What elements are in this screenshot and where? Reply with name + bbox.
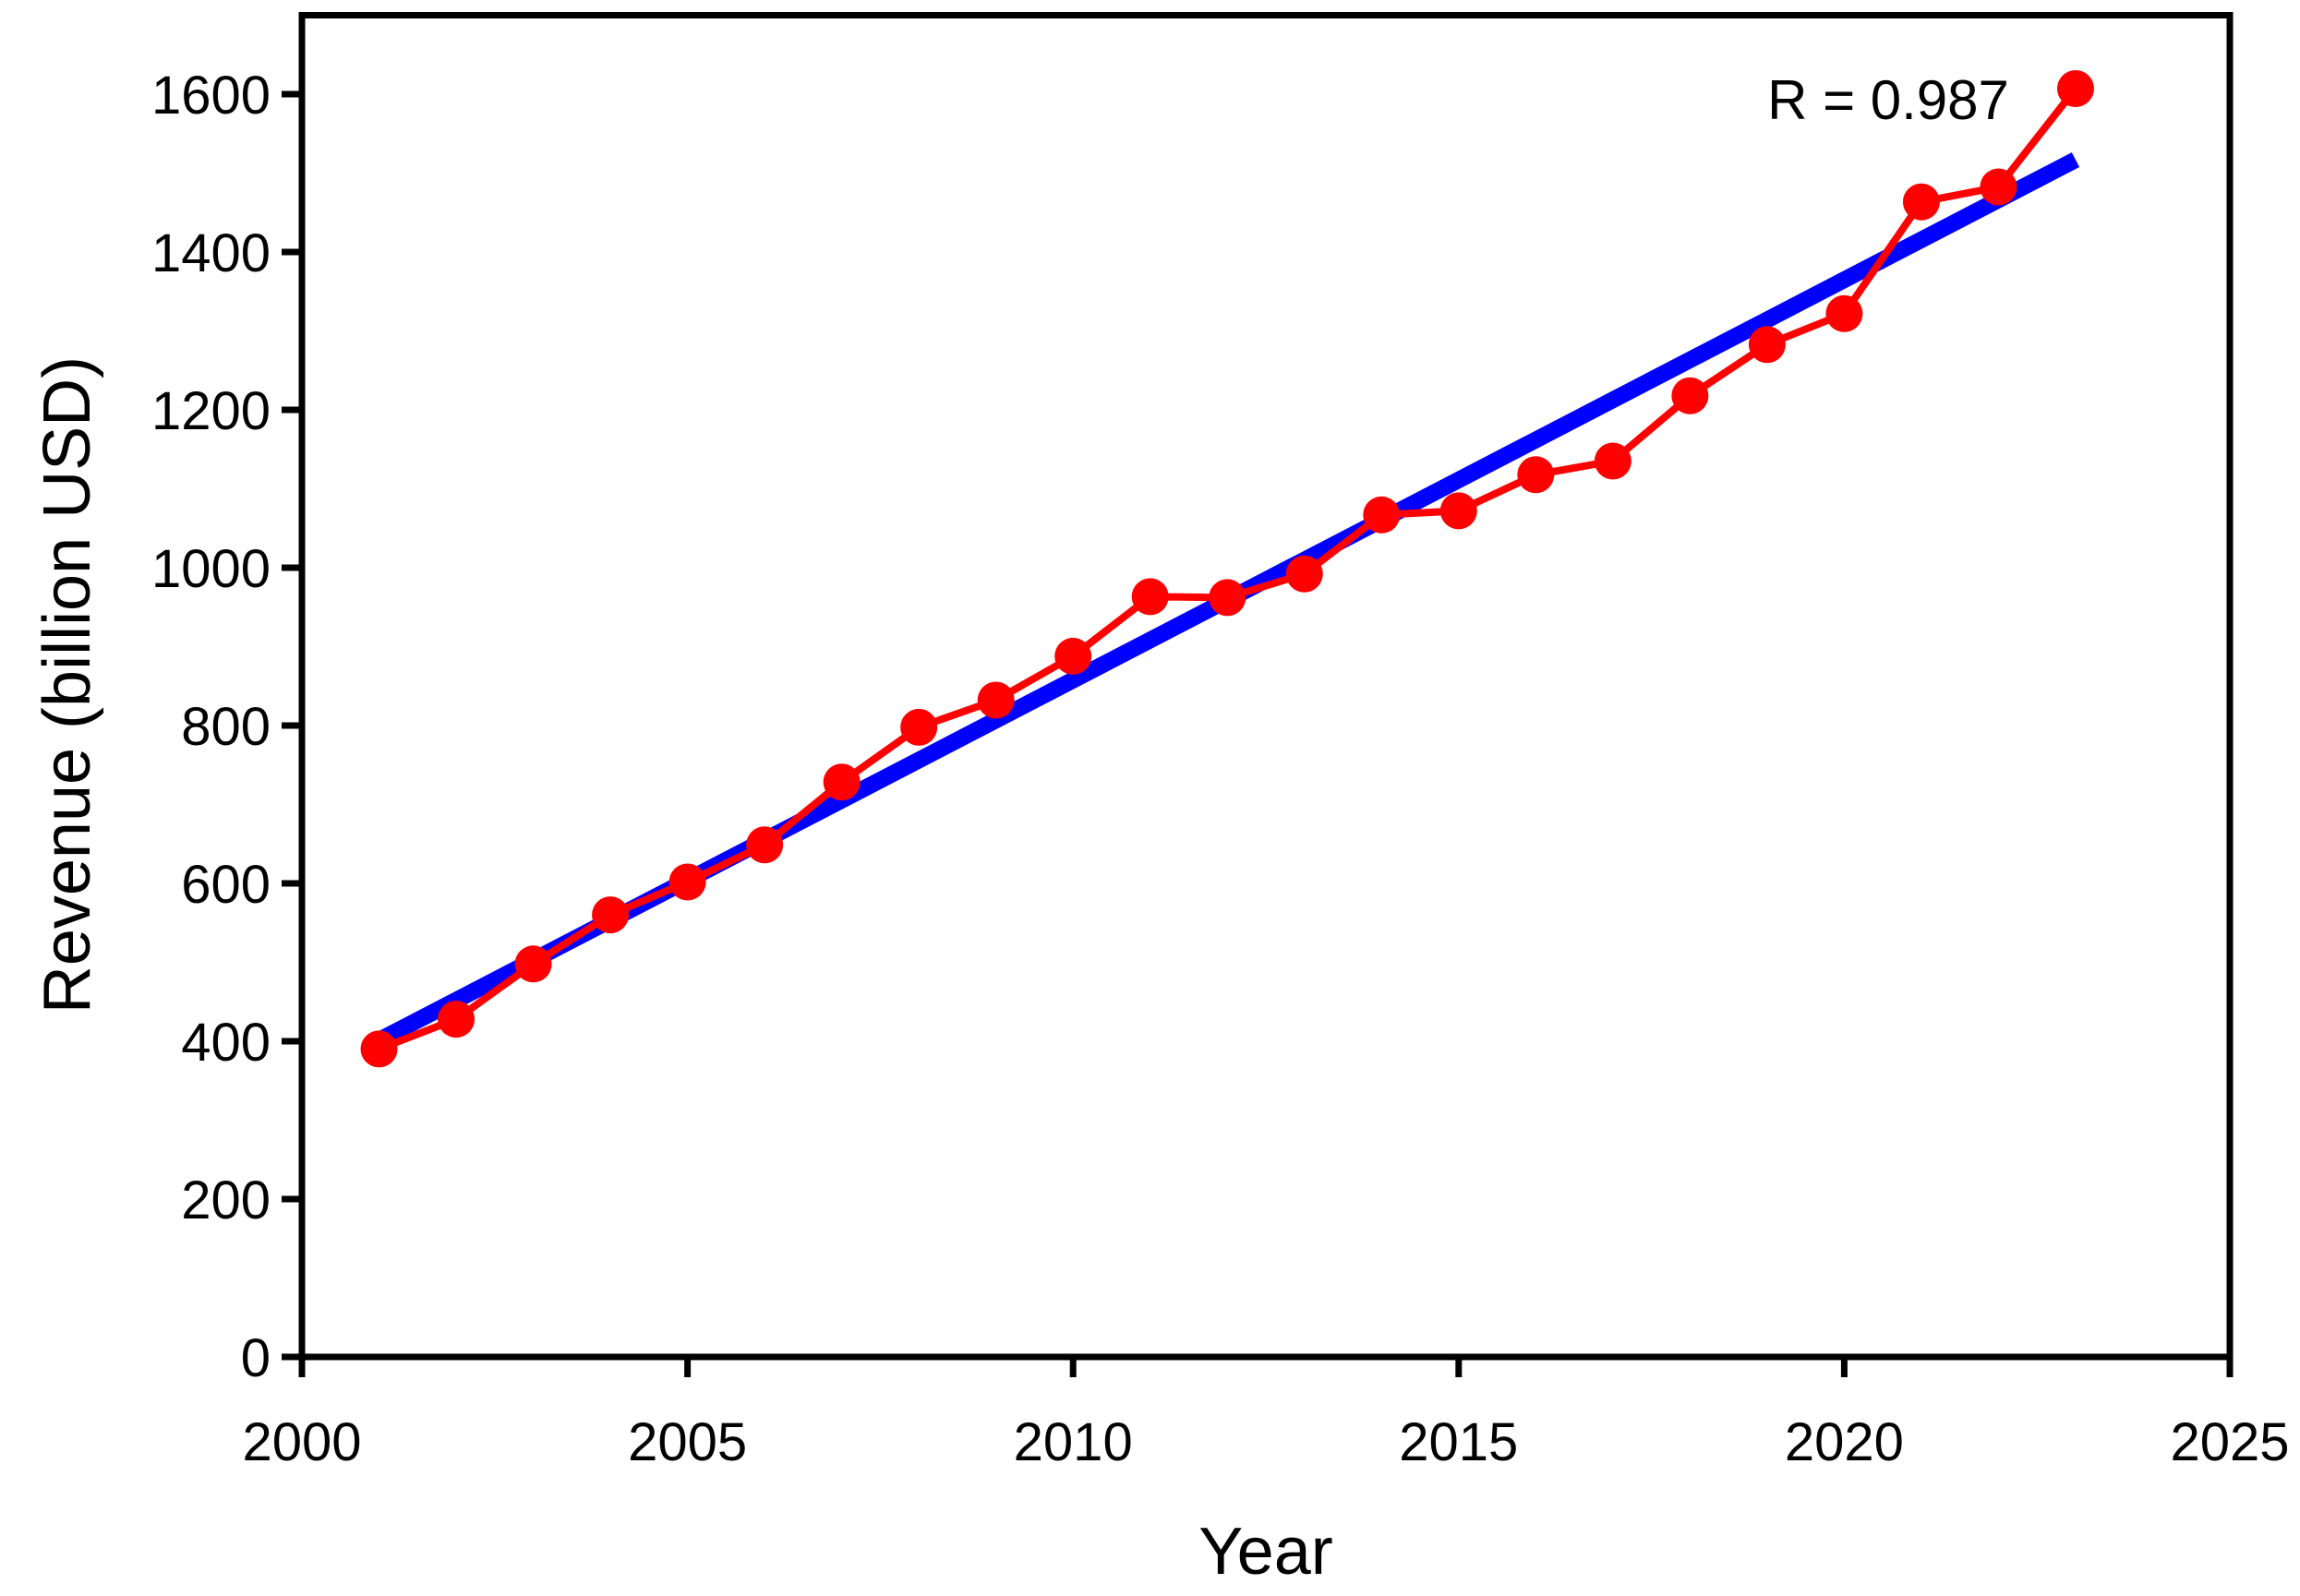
x-tick-label: 2000	[242, 1412, 361, 1472]
data-point	[1131, 578, 1169, 616]
data-point	[1363, 496, 1401, 534]
data-point	[1439, 492, 1477, 530]
data-point	[1980, 168, 2017, 206]
revenue-series-markers	[360, 70, 2094, 1068]
data-point	[514, 945, 552, 983]
data-point	[1671, 377, 1709, 414]
x-axis-title: Year	[1198, 1515, 1332, 1589]
plot-frame	[298, 12, 2234, 1361]
data-point	[1902, 183, 1940, 221]
y-tick-label: 400	[181, 1013, 271, 1073]
y-tick-label: 1000	[151, 539, 271, 599]
data-point	[1594, 442, 1632, 480]
data-point	[977, 681, 1015, 719]
data-point	[1209, 579, 1246, 617]
data-point	[2056, 70, 2094, 108]
y-tick-label: 0	[241, 1328, 271, 1388]
x-tick-label: 2015	[1399, 1412, 1518, 1472]
y-tick-label: 200	[181, 1170, 271, 1230]
data-point	[823, 763, 861, 801]
data-point	[1748, 326, 1786, 364]
data-point	[1054, 637, 1092, 675]
correlation-annotation: R = 0.987	[1767, 69, 2009, 131]
data-point	[746, 826, 784, 864]
x-tick-label: 2005	[628, 1412, 747, 1472]
data-point	[360, 1030, 398, 1068]
data-point	[1825, 294, 1863, 332]
x-tick-label: 2020	[1785, 1412, 1904, 1472]
data-point	[438, 1001, 476, 1038]
data-point	[900, 708, 938, 746]
y-tick-label: 1400	[151, 223, 271, 283]
data-point	[1285, 555, 1323, 593]
data-point	[592, 896, 630, 934]
data-point	[668, 863, 706, 901]
x-axis-ticks: 2000 2005 2010 2015 2020 2025	[242, 1357, 2290, 1472]
y-axis-ticks: 0 200 400 600 800 1000 1200 1400 1600	[151, 66, 302, 1388]
y-tick-label: 600	[181, 855, 271, 915]
x-tick-label: 2010	[1014, 1412, 1133, 1472]
x-tick-label: 2025	[2170, 1412, 2289, 1472]
revenue-series-line	[375, 85, 2079, 1053]
y-tick-label: 800	[181, 697, 271, 757]
y-axis-title: Revenue (billion USD)	[30, 356, 104, 1014]
data-point	[1517, 456, 1555, 494]
y-tick-label: 1600	[151, 66, 271, 126]
y-tick-label: 1200	[151, 381, 271, 441]
